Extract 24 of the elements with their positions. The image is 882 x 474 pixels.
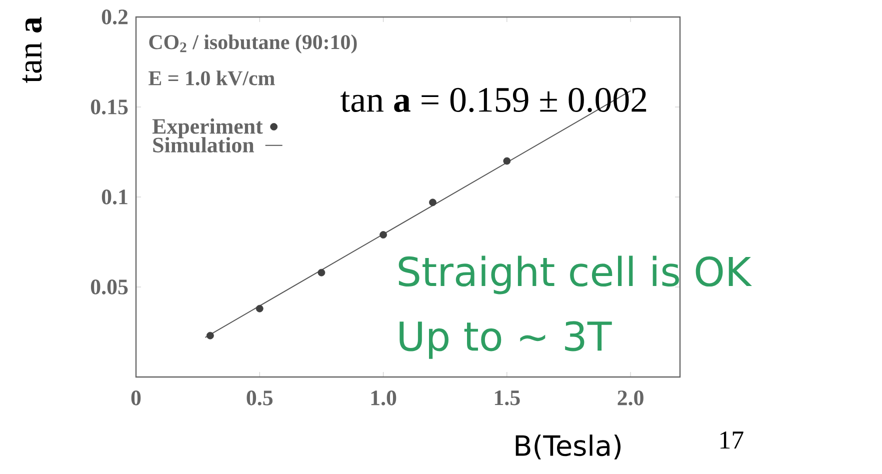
- x-axis-title: B(Tesla): [516, 434, 621, 460]
- x-tick-label: 1.0: [371, 390, 396, 406]
- point: [256, 304, 264, 312]
- annotation: CO$_{2}$ / isobutane (90:10): [149, 34, 357, 54]
- x-tick-label: 1.5: [494, 390, 520, 406]
- x-tick-label: 0: [131, 390, 141, 406]
- y-tick-label: 0.2: [102, 10, 128, 24]
- x-tick-label: 2.0: [618, 390, 644, 406]
- y-tick-label: 0.1: [102, 190, 128, 204]
- y-tick-label: 0.15: [90, 100, 128, 114]
- point: [429, 198, 436, 206]
- point: [206, 332, 214, 340]
- y-tick-label: 0.05: [90, 280, 128, 294]
- point: [503, 157, 511, 165]
- annotation: E = 1.0 kV/cm: [148, 70, 275, 86]
- text: 17: [720, 431, 744, 449]
- point: [318, 268, 326, 276]
- legend-label: Experiment: [152, 118, 263, 138]
- y-axis-title: tan a: [22, 17, 42, 84]
- annotation: Up to ~ 3T: [400, 321, 612, 359]
- point: [380, 231, 387, 238]
- annotation: Straight cell is OK: [398, 256, 752, 294]
- legend-label: Simulation: [153, 137, 254, 153]
- x-tick-label: 0.5: [246, 390, 273, 406]
